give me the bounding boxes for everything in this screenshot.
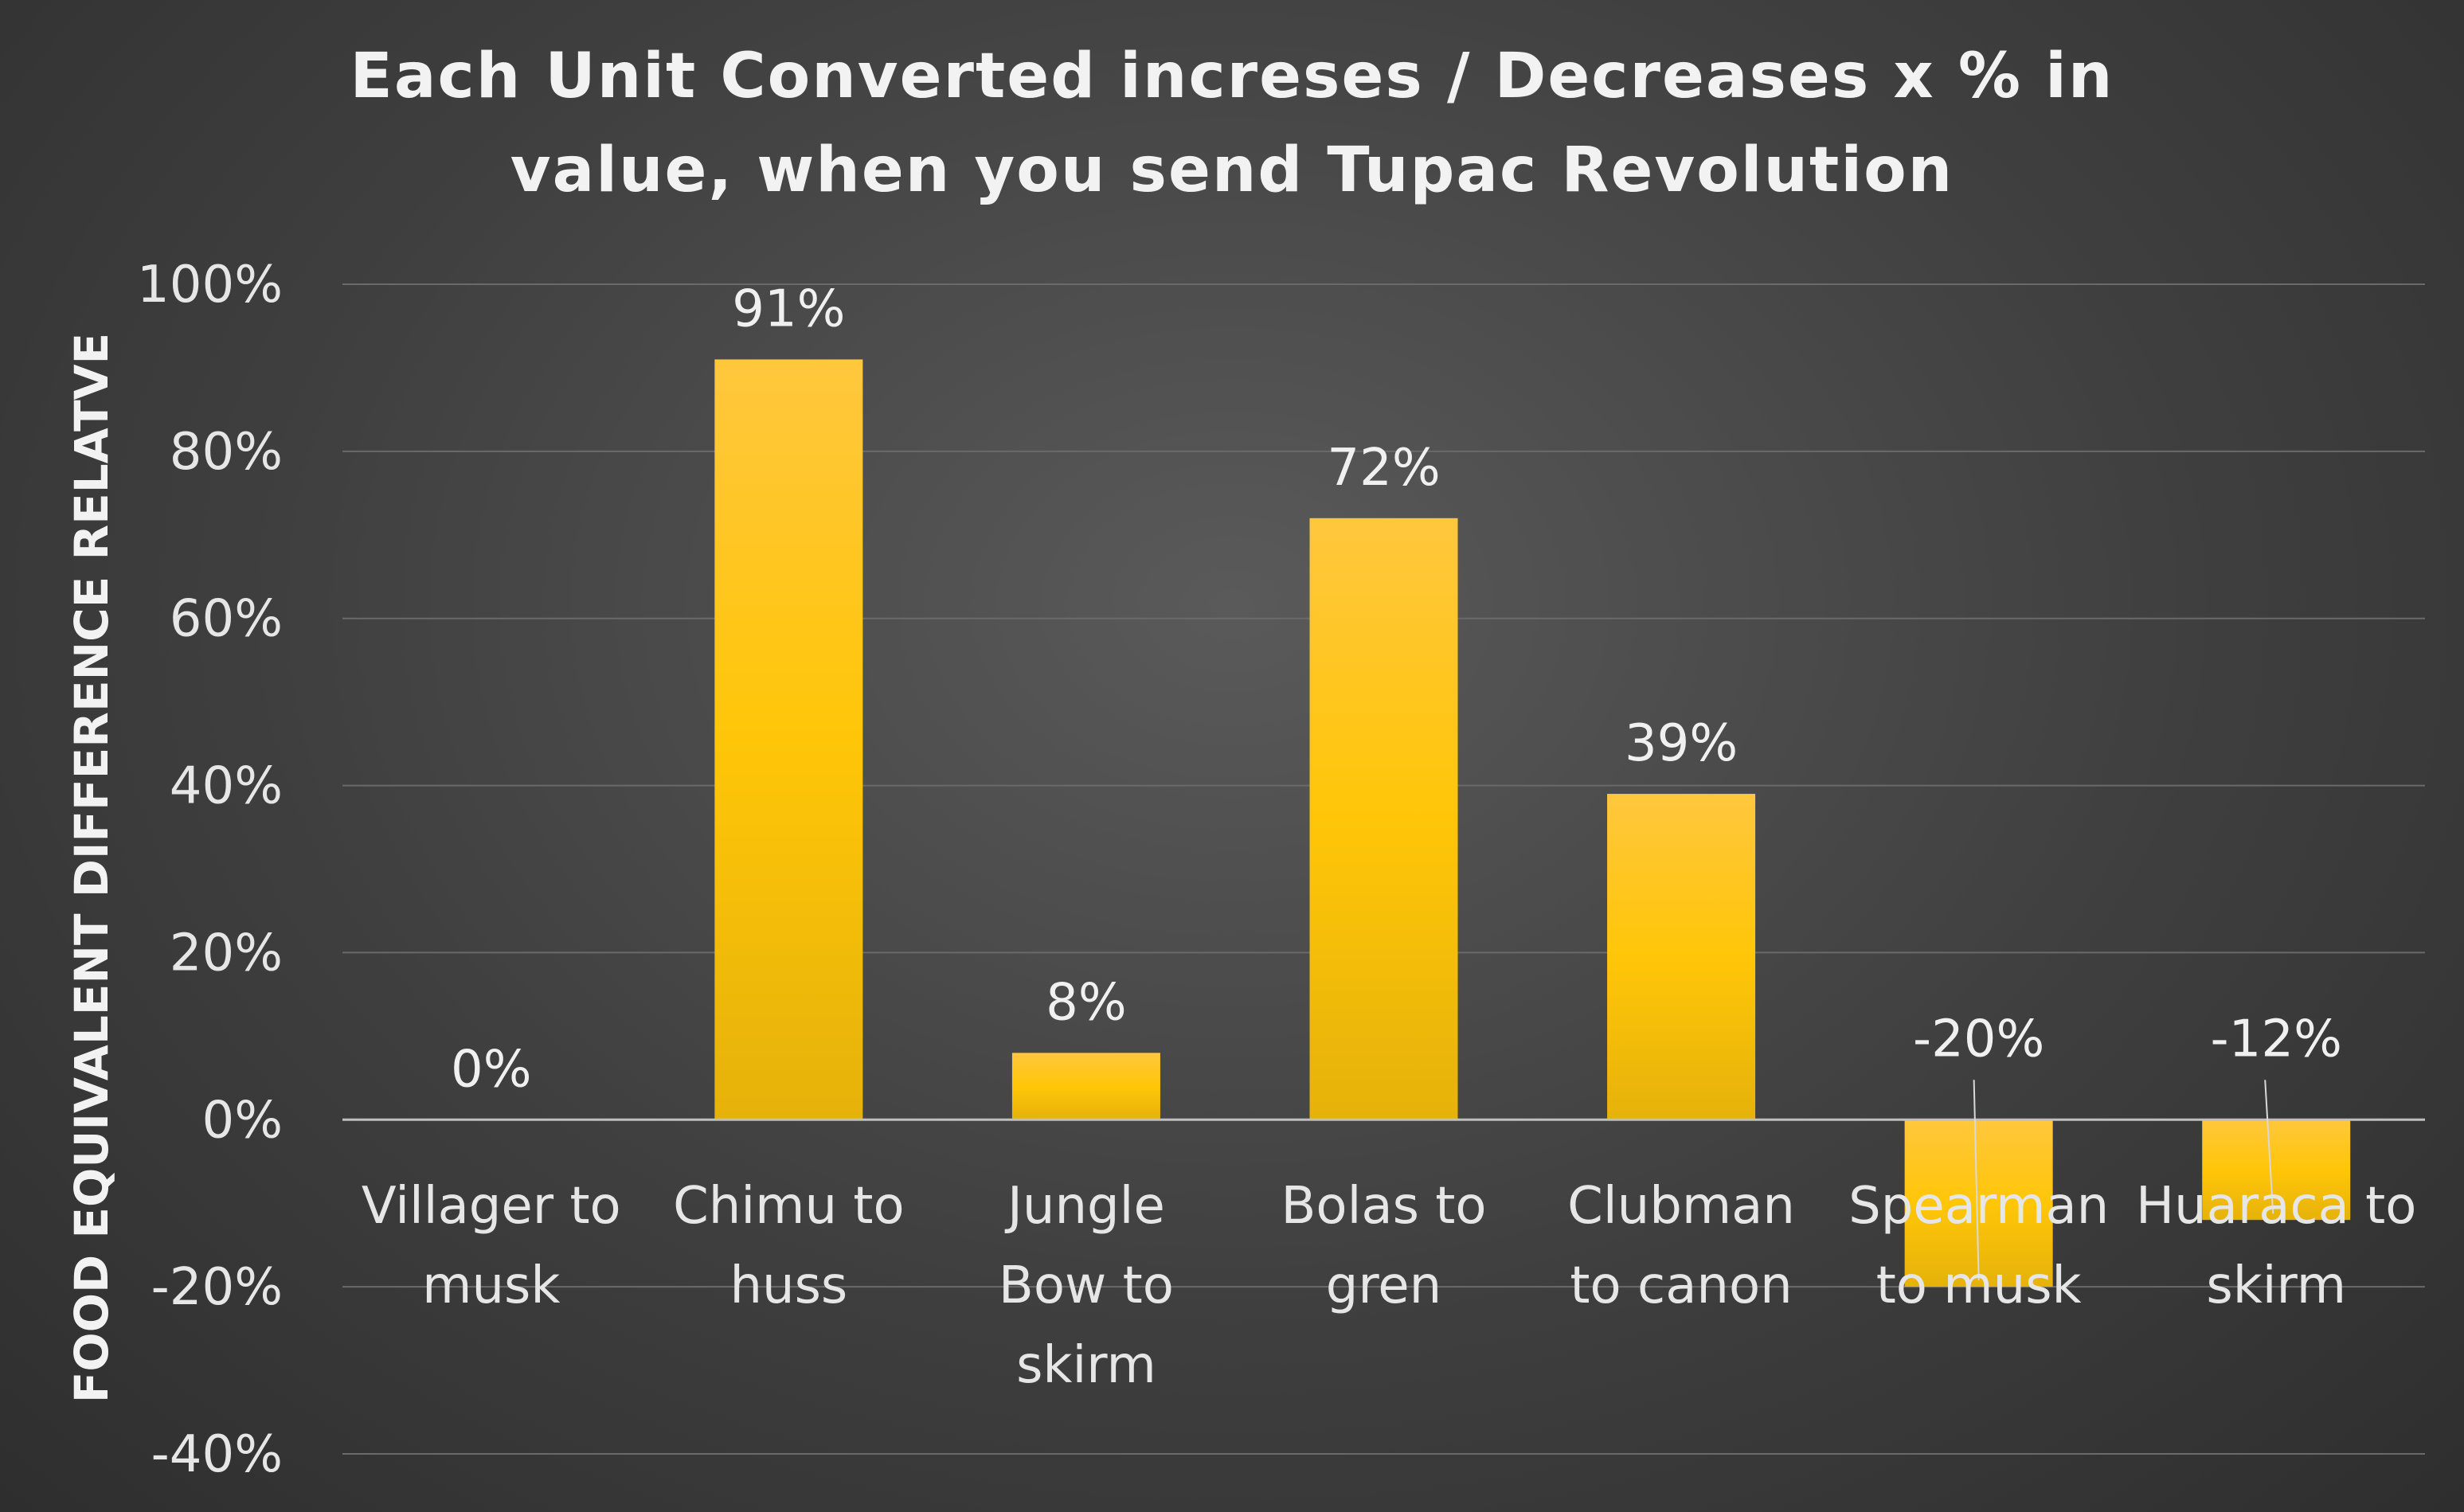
x-tick-label: Spearman to musk — [1848, 1177, 2109, 1315]
y-tick-label: 20% — [170, 924, 283, 983]
chart-title-line-1: Each Unit Converted increses / Decreases… — [350, 41, 2114, 112]
bars — [714, 359, 2351, 1287]
x-tick-label: Huaraca to skirm — [2136, 1177, 2416, 1315]
bar — [1309, 518, 1458, 1120]
x-tick-label: Clubman to canon — [1567, 1177, 1795, 1315]
chart-title: Each Unit Converted increses / Decreases… — [350, 41, 2114, 206]
bar — [1607, 794, 1756, 1120]
y-tick-label: 40% — [170, 757, 283, 816]
data-label-leader — [1973, 1080, 1980, 1281]
y-tick-label: 0% — [201, 1091, 283, 1150]
x-tick-label: Villager to musk — [362, 1177, 621, 1315]
data-labels: 0% 91% 8% 72% 39% -20% -12% — [451, 279, 2342, 1099]
y-axis-label: FOOD EQUIVALENT DIFFERENCE RELATVE — [65, 333, 119, 1403]
y-tick-label: 100% — [137, 256, 283, 315]
x-axis-ticks: Villager to musk Chimu to huss Jungle Bow to s… — [362, 1177, 2417, 1395]
chart-title-line-2: value, when you send Tupac Revolution — [510, 135, 1954, 206]
data-label: 8% — [1046, 973, 1127, 1032]
x-tick-label: Bolas to gren — [1281, 1177, 1487, 1315]
y-tick-label: 60% — [170, 590, 283, 649]
x-tick-label: Chimu to huss — [673, 1177, 905, 1315]
data-label: 72% — [1327, 439, 1440, 498]
data-label: 0% — [451, 1040, 532, 1099]
data-label: 39% — [1625, 714, 1738, 773]
data-label: -20% — [1913, 1010, 2044, 1069]
bar — [1011, 1053, 1160, 1120]
data-label-leader — [2264, 1080, 2274, 1214]
y-tick-label: -40% — [151, 1425, 283, 1484]
y-axis-ticks: 100% 80% 60% 40% 20% 0% -20% -40% — [137, 256, 283, 1484]
y-tick-label: 80% — [170, 423, 283, 482]
data-label: 91% — [732, 279, 845, 338]
data-label: -12% — [2211, 1010, 2342, 1069]
bar — [714, 359, 863, 1120]
x-tick-label: Jungle Bow to skirm — [999, 1177, 1174, 1395]
label-leaders — [1973, 1080, 2274, 1281]
bar — [2202, 1119, 2351, 1221]
y-tick-label: -20% — [151, 1258, 283, 1317]
